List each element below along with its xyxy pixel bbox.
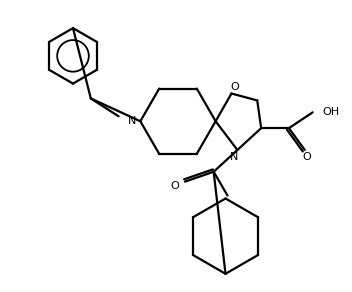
Text: OH: OH [322, 107, 340, 117]
Text: N: N [230, 152, 239, 162]
Text: O: O [302, 152, 311, 162]
Text: O: O [171, 181, 180, 191]
Text: N: N [128, 116, 137, 126]
Text: O: O [230, 81, 239, 92]
